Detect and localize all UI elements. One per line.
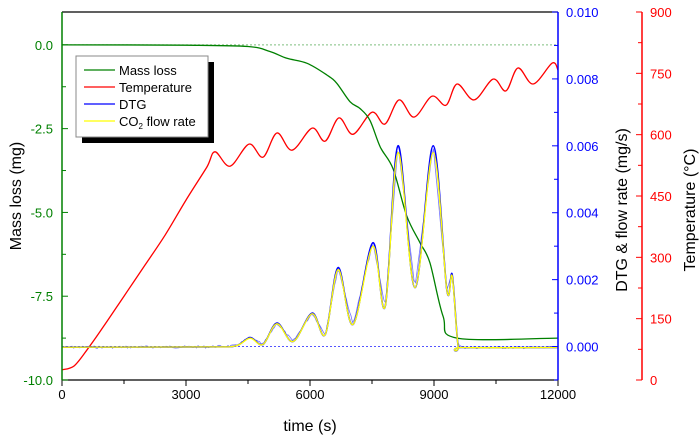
right2-tick-label: 450 [650,189,672,204]
left-tick-label: -7.5 [31,289,53,304]
left-axis-label: Mass loss (mg) [8,142,25,250]
legend-label-dtg: DTG [119,97,146,112]
right1-tick-label: 0.000 [566,340,599,355]
left-tick-label: -10.0 [23,373,53,388]
right1-axis-label: DTG & flow rate (mg/s) [614,128,631,292]
right1-tick-label: 0.004 [566,206,599,221]
legend: Mass loss Temperature DTG CO2 flow rate [75,55,214,143]
co2-flow-rate-line [61,151,559,352]
right2-tick-label: 600 [650,128,672,143]
left-tick-label: 0.0 [35,38,53,53]
right1-tick-label: 0.010 [566,5,599,20]
x-tick-label: 12000 [540,387,576,402]
dtg-line [61,144,559,352]
x-tick-label: 6000 [296,387,325,402]
x-tick-label: 0 [58,387,65,402]
mass-loss-line [61,44,559,341]
right2-tick-label: 300 [650,250,672,265]
right1-tick-label: 0.002 [566,273,599,288]
left-tick-label: -5.0 [31,205,53,220]
x-tick-label: 9000 [420,387,449,402]
legend-label-mass: Mass loss [119,63,177,78]
right2-tick-label: 150 [650,312,672,327]
legend-label-temp: Temperature [119,80,192,95]
right2-tick-label: 900 [650,5,672,20]
dtg-noise-line [62,148,557,350]
temperature-line [61,62,559,371]
x-tick-label: 3000 [172,387,201,402]
right2-tick-label: 0 [650,373,657,388]
right2-tick-label: 750 [650,66,672,81]
right2-axis-label: Temperature (°C) [682,149,699,272]
left-tick-label: -2.5 [31,122,53,137]
right1-tick-label: 0.006 [566,139,599,154]
x-axis-label: time (s) [283,418,336,435]
right1-tick-label: 0.008 [566,72,599,87]
legend-label-co2: CO2 flow rate [119,114,196,131]
